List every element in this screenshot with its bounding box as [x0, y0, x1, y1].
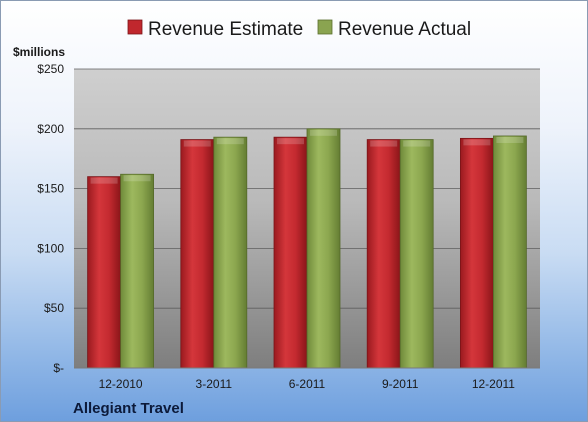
bars	[87, 128, 527, 369]
bar-revenue-estimate-highlight	[90, 177, 118, 184]
bar-revenue-actual	[492, 135, 527, 369]
y-tick-label: $250	[37, 62, 64, 76]
x-tick-label: 9-2011	[382, 377, 419, 391]
bar-revenue-estimate-highlight	[463, 139, 491, 146]
x-tick-label: 3-2011	[196, 377, 233, 391]
x-tick-label: 6-2011	[289, 377, 326, 391]
x-axis-ticks: 12-2010 3-2011 6-2011 9-2011 12-2011	[99, 377, 516, 391]
y-tick-label: $100	[37, 241, 64, 255]
legend-label-actual: Revenue Actual	[338, 19, 471, 40]
bar-revenue-actual-highlight	[496, 136, 524, 143]
bar-revenue-actual-highlight	[216, 138, 244, 145]
legend-swatch-estimate	[127, 19, 143, 35]
legend: Revenue Estimate Revenue Actual	[127, 19, 471, 40]
x-tick-label: 12-2011	[472, 377, 515, 391]
y-tick-label: $200	[37, 122, 64, 136]
bar-revenue-actual-highlight	[403, 140, 431, 147]
bar-revenue-actual	[306, 128, 341, 369]
bar-revenue-actual	[120, 173, 154, 369]
y-tick-label: $150	[37, 182, 64, 196]
legend-label-estimate: Revenue Estimate	[148, 19, 303, 40]
bar-revenue-estimate-highlight	[277, 138, 304, 145]
bar-revenue-estimate-highlight	[370, 140, 398, 147]
y-axis-ticks: $- $50 $100 $150 $200 $250	[37, 62, 64, 375]
y-axis-unit-label: $millions	[13, 45, 65, 59]
bar-revenue-actual-highlight	[310, 129, 337, 136]
bar-revenue-actual	[213, 136, 248, 369]
legend-swatch-actual	[317, 19, 333, 35]
bar-revenue-estimate	[459, 137, 494, 369]
bar-revenue-estimate	[87, 176, 121, 369]
x-tick-label: 12-2010	[99, 377, 143, 391]
y-tick-label: $50	[44, 301, 64, 315]
bar-revenue-actual	[399, 139, 434, 369]
bar-revenue-estimate-highlight	[183, 140, 211, 147]
bar-revenue-estimate	[366, 139, 401, 369]
bar-revenue-estimate	[180, 139, 215, 369]
bar-revenue-actual-highlight	[123, 175, 151, 182]
bar-revenue-estimate	[273, 136, 308, 369]
y-tick-label: $-	[53, 361, 64, 375]
company-name: Allegiant Travel	[73, 400, 184, 417]
